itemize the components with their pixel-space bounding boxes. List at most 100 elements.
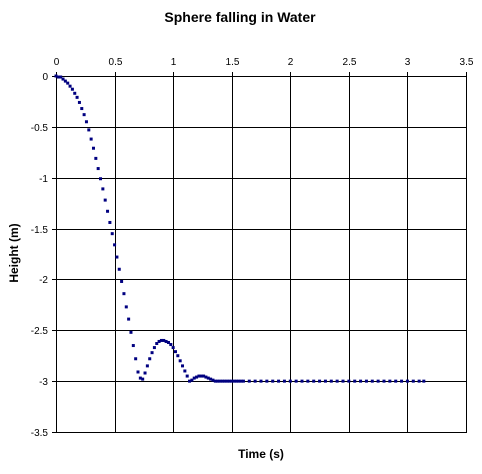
- data-point: [388, 379, 392, 383]
- axis-ticks: [52, 72, 467, 433]
- x-tick-label: 1.5: [226, 57, 240, 68]
- data-point: [143, 371, 147, 375]
- data-point: [190, 378, 194, 382]
- data-point: [417, 379, 421, 383]
- data-point: [84, 120, 88, 124]
- data-point: [216, 379, 220, 383]
- data-point: [166, 340, 170, 344]
- data-point: [73, 91, 77, 95]
- data-point: [223, 379, 227, 383]
- data-point: [120, 279, 124, 283]
- y-axis-label: Height (m): [7, 223, 21, 282]
- x-axis-label: Time (s): [238, 447, 284, 461]
- data-point: [178, 359, 182, 363]
- chart-title: Sphere falling in Water: [164, 9, 316, 25]
- data-point: [341, 379, 345, 383]
- grid-lines: [56, 76, 467, 433]
- data-point: [237, 379, 241, 383]
- data-point: [364, 379, 368, 383]
- data-point: [63, 79, 67, 83]
- data-point: [271, 379, 275, 383]
- y-axis-tick-labels: 0 -0.5 -1 -1.5 -2 -2.5 -3 -3.5: [31, 72, 49, 439]
- data-point: [405, 379, 409, 383]
- data-point: [376, 379, 380, 383]
- data-point: [197, 374, 201, 378]
- data-point: [411, 379, 415, 383]
- data-point: [230, 379, 234, 383]
- data-point: [101, 187, 105, 191]
- data-point: [232, 379, 236, 383]
- data-point: [77, 100, 81, 104]
- y-tick-label: 0: [42, 72, 48, 83]
- data-point: [253, 379, 257, 383]
- data-point: [213, 379, 217, 383]
- data-point: [131, 344, 135, 348]
- data-point: [115, 255, 119, 259]
- data-point: [129, 330, 133, 334]
- data-point: [117, 267, 121, 271]
- data-point: [87, 128, 91, 132]
- data-point: [181, 364, 185, 368]
- plot-area: [56, 76, 467, 433]
- x-tick-label: 2.5: [343, 57, 357, 68]
- data-point: [134, 357, 138, 361]
- data-point: [234, 379, 238, 383]
- data-points: [54, 74, 426, 383]
- y-tick-label: -1: [39, 174, 48, 185]
- y-tick-label: -2: [39, 275, 48, 286]
- data-point: [259, 379, 263, 383]
- data-point: [288, 379, 292, 383]
- data-point: [99, 177, 103, 181]
- x-axis-tick-labels: 0 0.5 1 1.5 2 2.5 3 3.5: [54, 57, 474, 68]
- data-point: [312, 379, 316, 383]
- data-point: [241, 379, 245, 383]
- data-point: [335, 379, 339, 383]
- data-point: [277, 379, 281, 383]
- data-point: [185, 374, 189, 378]
- data-point: [82, 113, 86, 117]
- data-point: [265, 379, 269, 383]
- data-point: [150, 351, 154, 355]
- data-point: [124, 305, 128, 309]
- data-point: [155, 342, 159, 346]
- data-point: [54, 74, 58, 78]
- data-point: [422, 379, 426, 383]
- data-point: [176, 354, 180, 358]
- data-point: [188, 379, 192, 383]
- data-point: [70, 87, 74, 91]
- data-point: [347, 379, 351, 383]
- data-point: [183, 369, 187, 373]
- data-point: [157, 339, 161, 343]
- data-point: [75, 95, 79, 99]
- x-tick-label: 0: [54, 57, 60, 68]
- data-point: [91, 146, 95, 150]
- x-tick-label: 0.5: [109, 57, 123, 68]
- data-point: [282, 379, 286, 383]
- data-point: [61, 77, 65, 81]
- y-tick-label: -2.5: [31, 326, 49, 337]
- data-point: [359, 379, 363, 383]
- data-point: [211, 378, 215, 382]
- data-point: [145, 364, 149, 368]
- data-point: [195, 375, 199, 379]
- x-tick-label: 3.5: [460, 57, 474, 68]
- data-point: [59, 75, 63, 79]
- data-point: [247, 379, 251, 383]
- data-point: [329, 379, 333, 383]
- data-point: [206, 376, 210, 380]
- data-point: [113, 243, 117, 247]
- data-point: [218, 379, 222, 383]
- data-point: [108, 220, 112, 224]
- y-tick-label: -1.5: [31, 225, 49, 236]
- data-point: [162, 338, 166, 342]
- y-tick-label: -3: [39, 377, 48, 388]
- data-point: [192, 376, 196, 380]
- data-point: [96, 167, 100, 171]
- data-point: [173, 350, 177, 354]
- data-point: [152, 346, 156, 350]
- data-point: [323, 379, 327, 383]
- data-point: [199, 374, 203, 378]
- data-point: [164, 339, 168, 343]
- data-point: [239, 379, 243, 383]
- data-point: [394, 379, 398, 383]
